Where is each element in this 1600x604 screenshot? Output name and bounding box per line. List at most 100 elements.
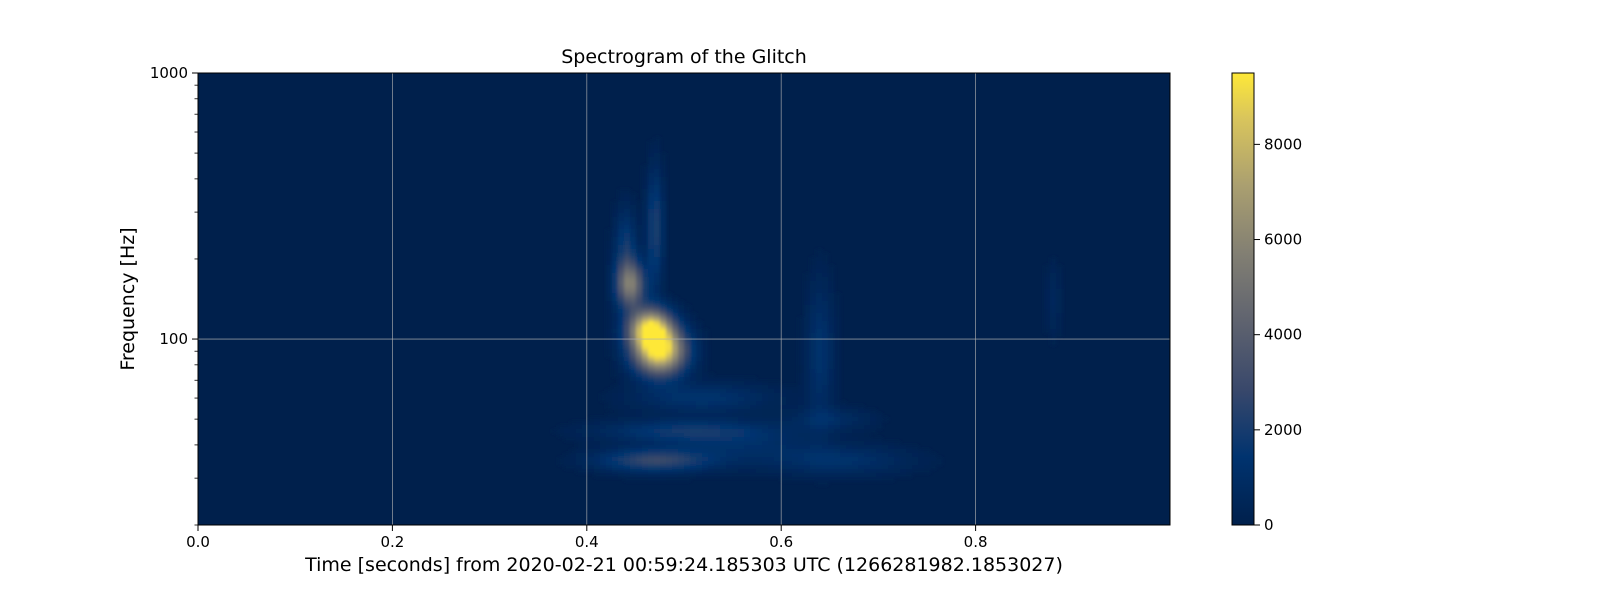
- heatmap-cell: [624, 225, 631, 230]
- heatmap-cell: [768, 397, 775, 402]
- heatmap-cell: [648, 153, 655, 158]
- heatmap-cell: [816, 421, 823, 426]
- heatmap-cell: [732, 469, 739, 474]
- heatmap-cell: [624, 453, 631, 458]
- heatmap-cell: [852, 441, 859, 446]
- heatmap-cell: [618, 301, 625, 306]
- heatmap-cell: [894, 445, 901, 450]
- heatmap-cell: [606, 405, 613, 410]
- heatmap-cell: [798, 381, 805, 386]
- heatmap-cell: [666, 361, 673, 366]
- heatmap-cell: [876, 425, 883, 430]
- heatmap-cell: [576, 445, 583, 450]
- heatmap-cell: [582, 457, 589, 462]
- heatmap-cell: [672, 365, 679, 370]
- heatmap-cell: [798, 389, 805, 394]
- heatmap-cell: [660, 161, 667, 166]
- heatmap-cell: [840, 425, 847, 430]
- heatmap-cell: [696, 441, 703, 446]
- heatmap-cell: [714, 445, 721, 450]
- heatmap-cell: [888, 473, 895, 478]
- heatmap-cell: [822, 373, 829, 378]
- heatmap-cell: [690, 421, 697, 426]
- heatmap-cell: [648, 445, 655, 450]
- heatmap-cell: [618, 245, 625, 250]
- heatmap-cell: [846, 425, 853, 430]
- heatmap-cell: [654, 381, 661, 386]
- heatmap-cell: [606, 437, 613, 442]
- heatmap-cell: [624, 237, 631, 242]
- heatmap-cell: [774, 469, 781, 474]
- heatmap-cell: [876, 445, 883, 450]
- heatmap-cell: [630, 329, 637, 334]
- heatmap-cell: [612, 329, 619, 334]
- heatmap-cell: [882, 445, 889, 450]
- heatmap-cell: [846, 433, 853, 438]
- heatmap-cell: [756, 457, 763, 462]
- heatmap-cell: [660, 421, 667, 426]
- heatmap-cell: [738, 453, 745, 458]
- heatmap-cell: [750, 401, 757, 406]
- heatmap-cell: [696, 465, 703, 470]
- heatmap-cell: [654, 345, 661, 350]
- heatmap-cell: [744, 421, 751, 426]
- heatmap-cell: [648, 217, 655, 222]
- heatmap-cell: [810, 437, 817, 442]
- heatmap-cell: [648, 197, 655, 202]
- heatmap-cell: [690, 313, 697, 318]
- heatmap-cell: [606, 457, 613, 462]
- heatmap-cell: [618, 289, 625, 294]
- heatmap-cell: [768, 409, 775, 414]
- heatmap-cell: [702, 449, 709, 454]
- heatmap-cell: [606, 449, 613, 454]
- heatmap-cell: [798, 417, 805, 422]
- heatmap-cell: [828, 357, 835, 362]
- heatmap-cell: [768, 445, 775, 450]
- heatmap-cell: [720, 389, 727, 394]
- heatmap-cell: [624, 285, 631, 290]
- heatmap-cell: [792, 405, 799, 410]
- heatmap-cell: [684, 469, 691, 474]
- heatmap-cell: [762, 381, 769, 386]
- heatmap-cell: [558, 433, 565, 438]
- heatmap-cell: [804, 305, 811, 310]
- heatmap-cell: [798, 321, 805, 326]
- heatmap-cell: [720, 465, 727, 470]
- heatmap-cell: [648, 469, 655, 474]
- heatmap-cell: [732, 413, 739, 418]
- heatmap-cell: [654, 373, 661, 378]
- heatmap-cell: [708, 417, 715, 422]
- heatmap-cell: [690, 381, 697, 386]
- heatmap-cell: [606, 313, 613, 318]
- heatmap-cell: [810, 329, 817, 334]
- heatmap-cell: [618, 429, 625, 434]
- heatmap-cell: [618, 193, 625, 198]
- heatmap-cell: [810, 385, 817, 390]
- heatmap-cell: [852, 425, 859, 430]
- heatmap-cell: [666, 421, 673, 426]
- heatmap-cell: [714, 377, 721, 382]
- heatmap-cell: [660, 165, 667, 170]
- heatmap-cell: [750, 381, 757, 386]
- heatmap-cell: [1050, 285, 1057, 290]
- heatmap-cell: [756, 389, 763, 394]
- heatmap-cell: [630, 285, 637, 290]
- heatmap-cell: [816, 277, 823, 282]
- heatmap-cell: [696, 417, 703, 422]
- heatmap-cell: [684, 341, 691, 346]
- heatmap-cell: [672, 377, 679, 382]
- heatmap-cell: [588, 445, 595, 450]
- heatmap-cell: [672, 429, 679, 434]
- heatmap-cell: [810, 273, 817, 278]
- heatmap-cell: [642, 205, 649, 210]
- heatmap-cell: [660, 201, 667, 206]
- heatmap-cell: [756, 425, 763, 430]
- heatmap-cell: [618, 201, 625, 206]
- heatmap-cell: [630, 381, 637, 386]
- heatmap-cell: [594, 433, 601, 438]
- heatmap-cell: [804, 277, 811, 282]
- heatmap-cell: [822, 381, 829, 386]
- heatmap-cell: [678, 365, 685, 370]
- heatmap-cell: [654, 161, 661, 166]
- heatmap-cell: [1056, 333, 1063, 338]
